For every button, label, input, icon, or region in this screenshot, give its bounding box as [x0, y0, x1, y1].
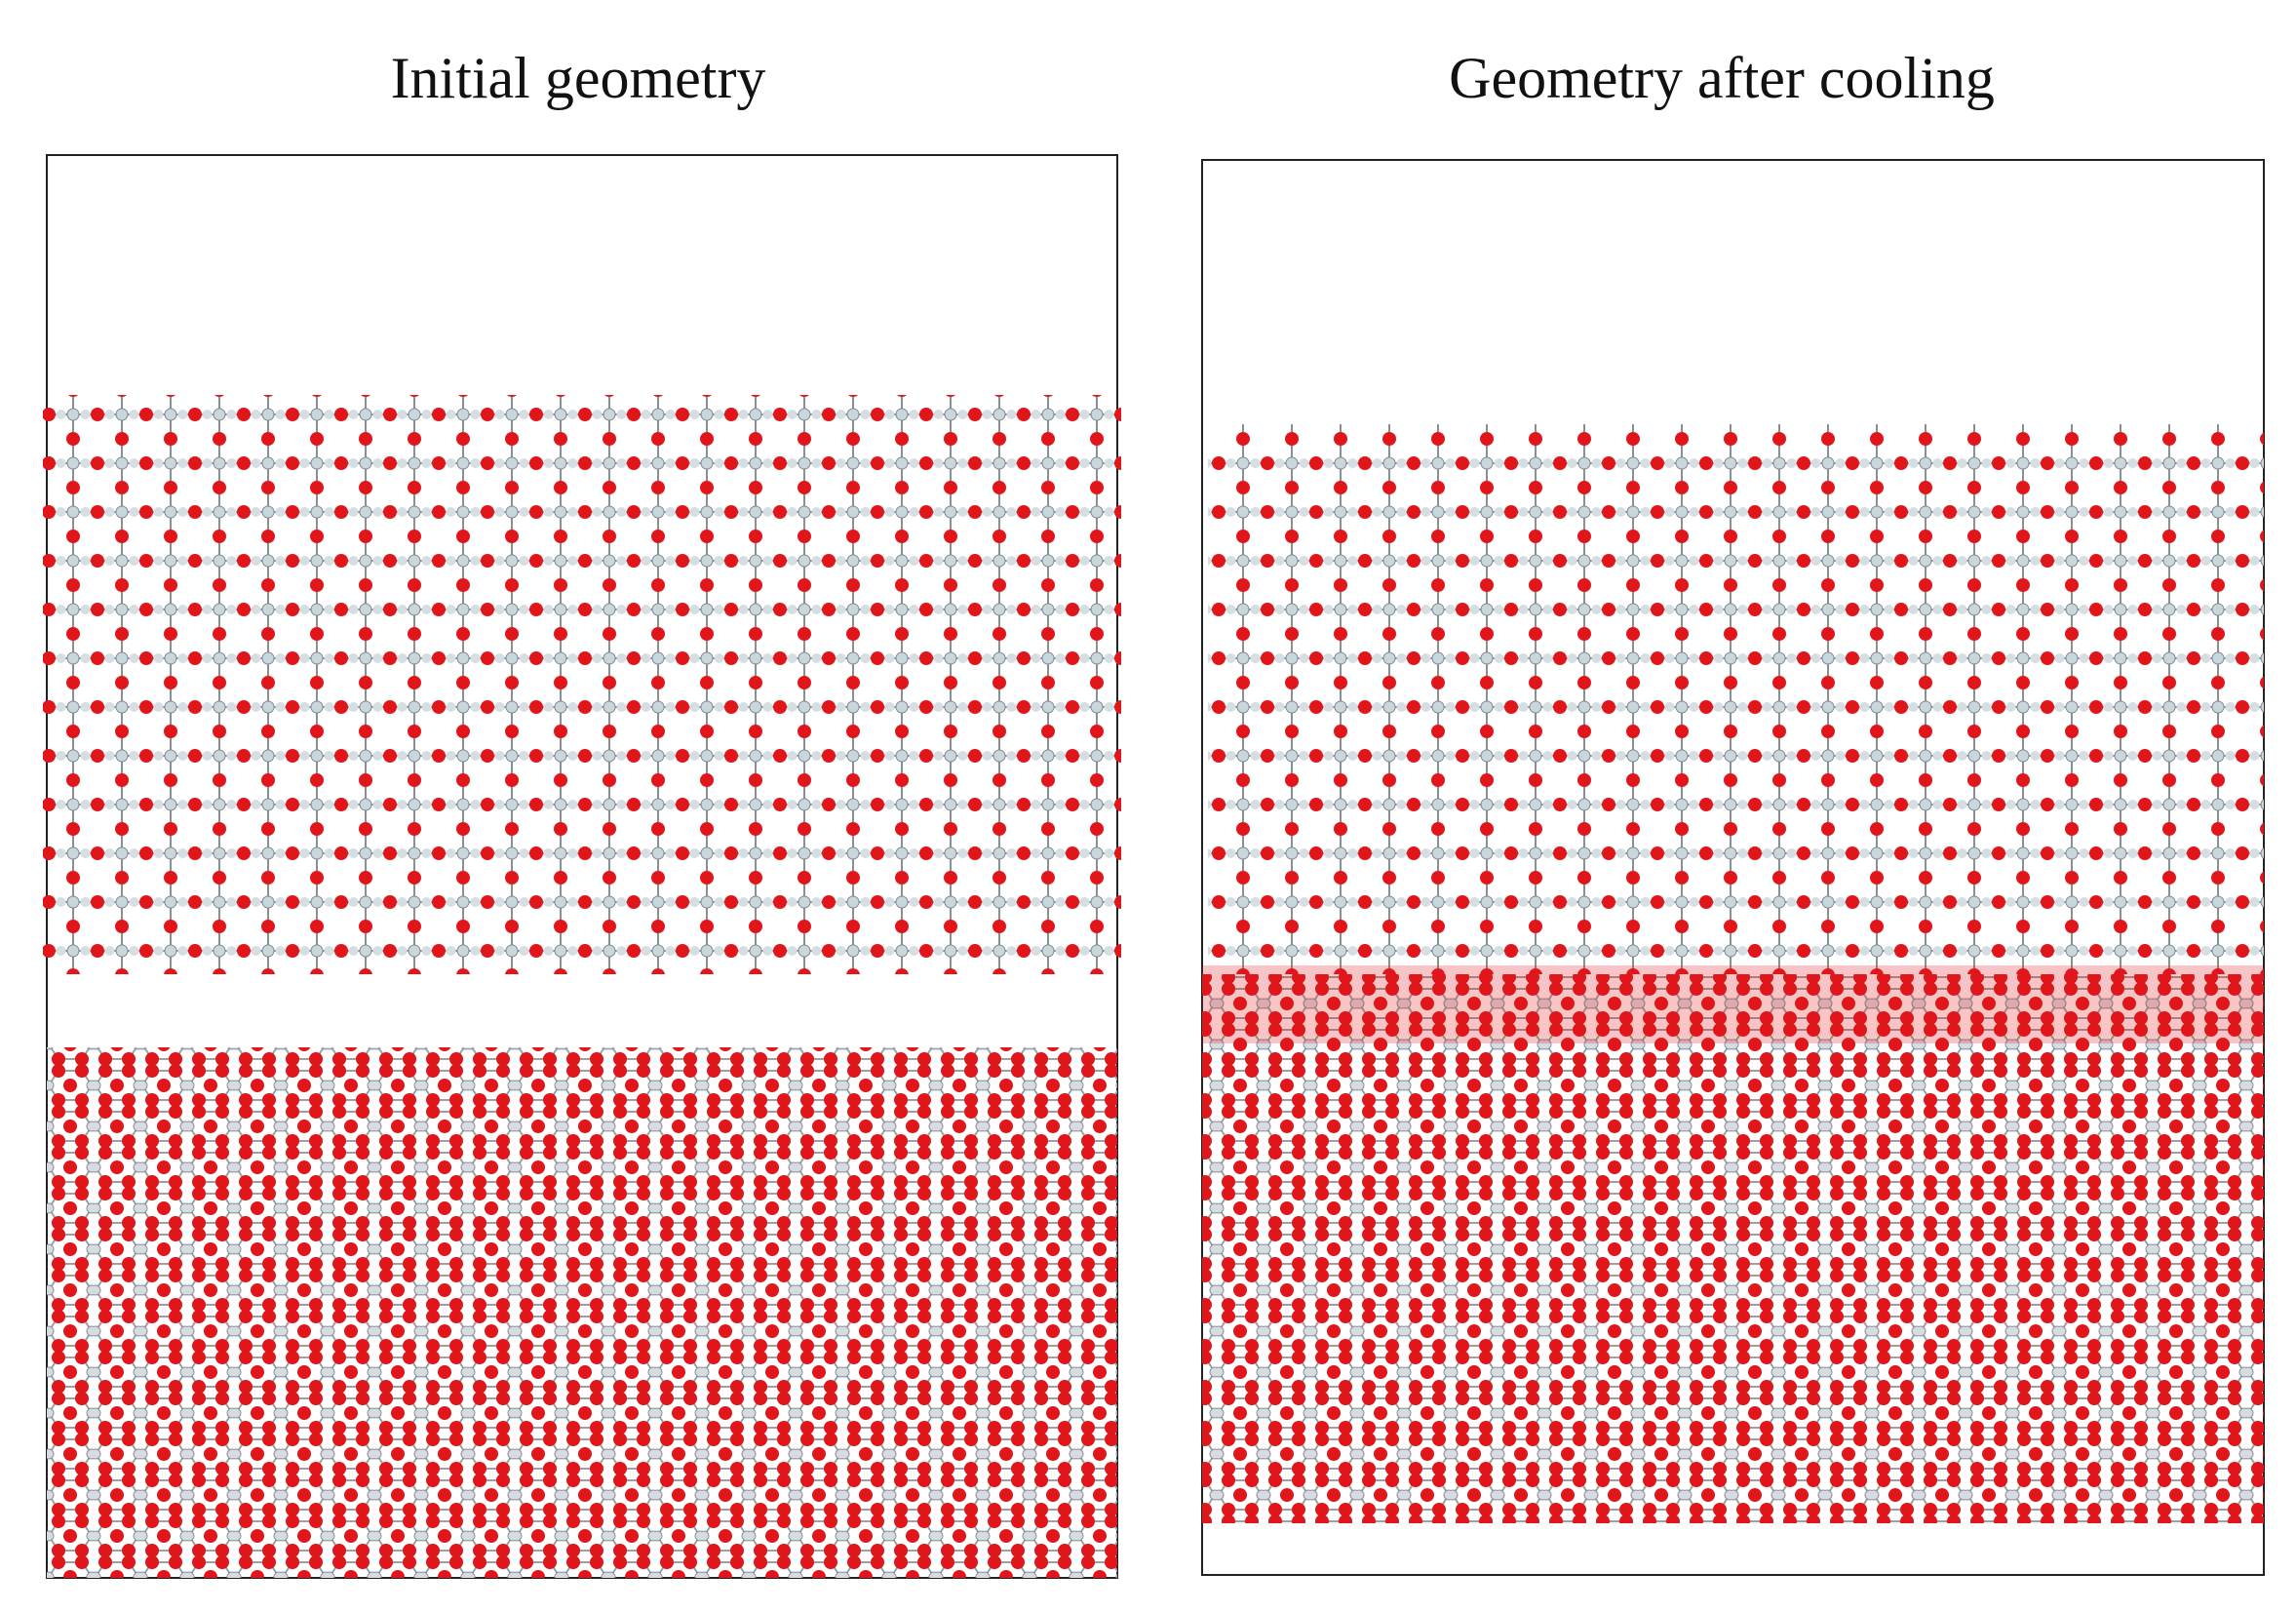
crystal-bottom — [1202, 974, 2264, 1523]
crystal-top — [43, 395, 1121, 974]
crystal-top — [1208, 424, 2264, 974]
interface — [1202, 965, 2264, 1043]
panel-title: Initial geometry — [391, 46, 766, 110]
panel-title: Geometry after cooling — [1449, 46, 1995, 110]
crystal-bottom — [47, 1047, 1117, 1578]
